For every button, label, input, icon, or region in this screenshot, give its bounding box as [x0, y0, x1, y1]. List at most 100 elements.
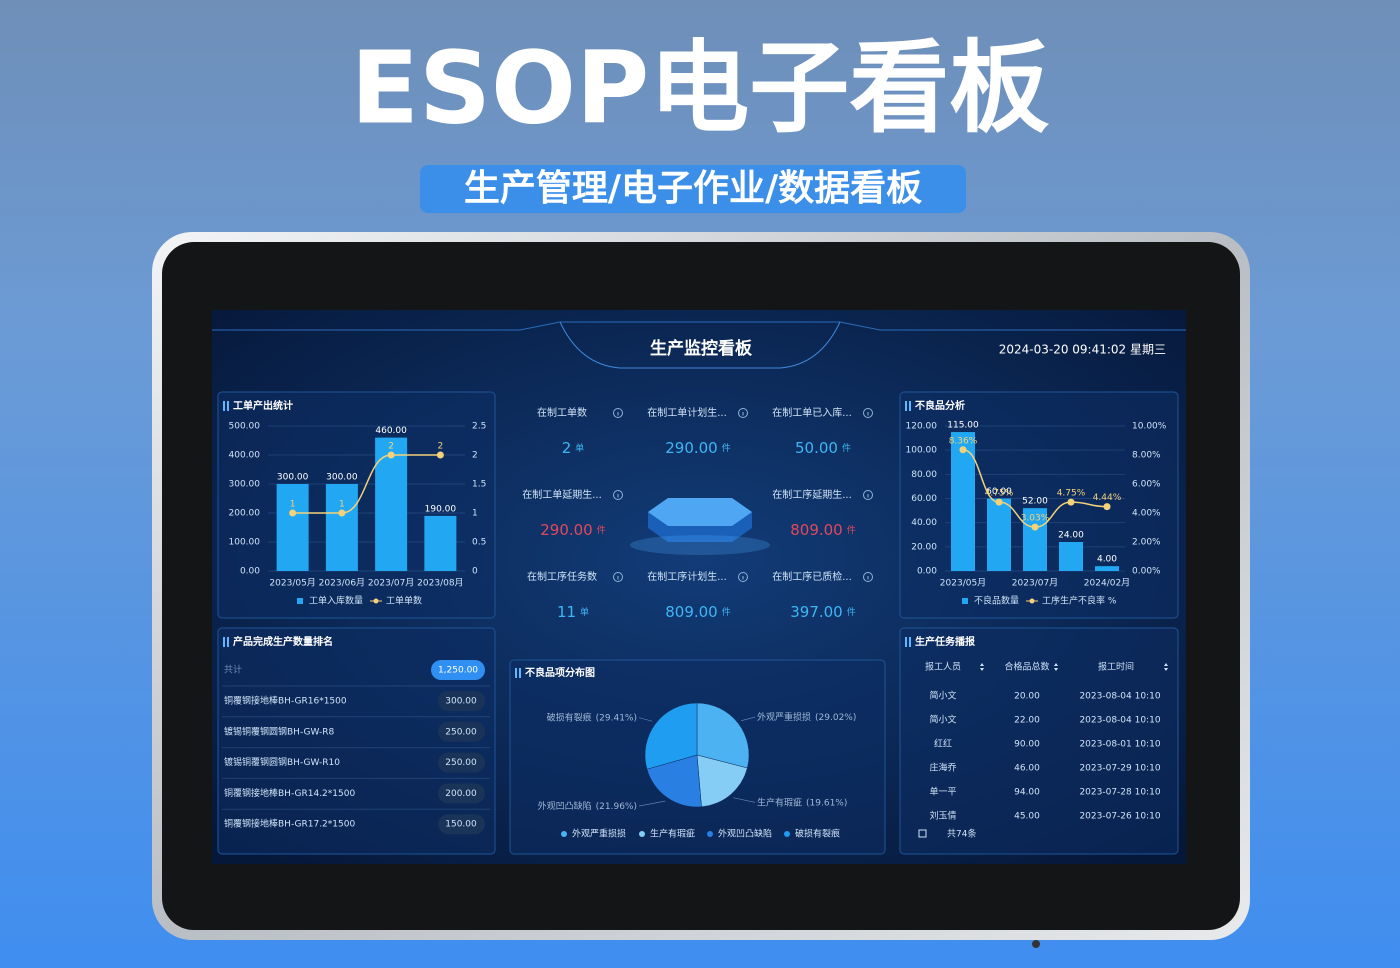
stat-number: 290.00	[540, 521, 593, 539]
pie-label-name: 外观严重损损	[757, 711, 811, 723]
panel-title: 不良品项分布图	[525, 666, 595, 679]
stat-number: 290.00	[665, 439, 718, 457]
pie-label: 外观严重损损 (29.02%)	[757, 711, 856, 723]
cell: 46.00	[1014, 764, 1040, 774]
line-label: 2	[388, 442, 394, 452]
y2-tick-label: 0.00%	[1132, 567, 1161, 577]
banner-title: ESOP电子看板	[351, 29, 1050, 146]
y2-tick-label: 1.5	[472, 480, 486, 490]
bar	[1095, 566, 1119, 571]
panel-title: 不良品分析	[915, 399, 965, 412]
bar	[276, 484, 309, 571]
cell: 2023-08-04 10:10	[1079, 692, 1160, 702]
cell: 2023-07-29 10:10	[1079, 764, 1160, 774]
title-mark	[223, 401, 225, 411]
pie-label-value: (29.02%)	[815, 713, 856, 723]
y2-tick-label: 2	[472, 451, 478, 461]
line-point	[338, 509, 346, 517]
ranking-total-badge	[431, 660, 485, 680]
legend-swatch	[297, 598, 303, 604]
pie-label-name: 破损有裂痕	[547, 711, 592, 723]
legend-swatch	[707, 831, 713, 837]
stat-value: 397.00 件	[790, 603, 856, 621]
pie-slice	[646, 754, 702, 808]
cell: 20.00	[1014, 692, 1040, 702]
title-mark	[909, 401, 911, 411]
line-point	[387, 451, 395, 459]
stat-label: 在制工单已入库...	[772, 406, 852, 419]
line-point	[289, 509, 297, 517]
y-tick-label: 100.00	[229, 538, 261, 548]
line-point	[959, 446, 967, 454]
pie-leader	[741, 716, 756, 721]
bar-label: 24.00	[1058, 531, 1084, 541]
bar-label: 52.00	[1022, 497, 1048, 507]
stat-value: 50.00 件	[795, 439, 851, 457]
stat-unit: 件	[842, 442, 851, 454]
line-label: 3.03%	[1021, 514, 1050, 524]
title-mark	[515, 668, 517, 678]
info-icon	[613, 572, 623, 582]
legend-swatch	[962, 598, 968, 604]
page-icon	[918, 829, 927, 838]
panel-title: 产品完成生产数量排名	[233, 635, 333, 648]
ranking-name: 铜覆钢接地棒BH-GR17.2*1500	[224, 818, 355, 830]
y-tick-label: 0.00	[917, 567, 937, 577]
legend-label: 外观凹凸缺陷	[718, 828, 772, 840]
stat-number: 2	[562, 439, 572, 457]
legend-label: 生产有瑕疵	[650, 828, 695, 840]
stat-value: 809.00 件	[665, 603, 731, 621]
stat-unit: 件	[722, 442, 731, 454]
x-tick-label: 2023/05月	[940, 578, 986, 589]
stat-label: 在制工序任务数	[527, 570, 597, 583]
legend-swatch	[784, 831, 790, 837]
pie-label: 破损有裂痕 (29.41%)	[547, 711, 637, 723]
cell: 2023-08-01 10:10	[1079, 740, 1160, 750]
title-mark	[227, 637, 229, 647]
stat-number: 11	[557, 603, 576, 621]
legend-label: 外观严重损损	[572, 828, 626, 840]
title-mark	[223, 637, 225, 647]
line-label: 4.75%	[1057, 489, 1086, 499]
stat-label: 在制工序计划生...	[647, 570, 727, 583]
ranking-total-value: 1,250.00	[438, 666, 478, 676]
pie-slice	[644, 702, 698, 770]
line-point	[1103, 503, 1111, 511]
y-tick-label: 500.00	[229, 422, 261, 432]
column-header: 合格品总数	[1004, 661, 1049, 673]
header-shape	[559, 321, 841, 369]
stat-label: 在制工单计划生...	[647, 406, 727, 419]
line-label: 4.44%	[1093, 493, 1122, 503]
pie-label-value: (19.61%)	[806, 798, 847, 808]
pie-label: 外观凹凸缺陷 (21.96%)	[538, 800, 637, 812]
column-header: 报工时间	[1098, 661, 1134, 673]
cell: 庄海乔	[929, 762, 956, 774]
ranking-value: 150.00	[445, 820, 477, 830]
pie-label-value: (21.96%)	[596, 802, 637, 812]
x-tick-label: 2024/02月	[1084, 578, 1130, 589]
y2-tick-label: 0.5	[472, 538, 486, 548]
line-label: 8.36%	[949, 436, 978, 446]
legend-swatch	[373, 598, 379, 604]
line-label: 2	[438, 442, 444, 452]
y-tick-label: 300.00	[229, 480, 261, 490]
ranking-name: 铜覆钢接地棒BH-GR16*1500	[224, 695, 347, 707]
cell: 刘玉倩	[929, 810, 956, 822]
ranking-value: 200.00	[445, 789, 477, 799]
y-tick-label: 100.00	[906, 446, 938, 456]
legend-swatch	[1029, 598, 1035, 604]
y-tick-label: 20.00	[911, 542, 937, 552]
ranking-badge	[438, 752, 485, 773]
legend-label: 工序生产不良率 %	[1042, 595, 1117, 607]
sort-icon	[1054, 663, 1058, 671]
cell: 2023-07-26 10:10	[1079, 812, 1160, 822]
ranking-name: 镀锡铜覆钢圆钢BH-GW-R8	[224, 725, 335, 737]
x-tick-label: 2023/07月	[1012, 578, 1058, 589]
button	[1032, 940, 1040, 948]
stat-unit: 单	[575, 442, 584, 454]
title-mark	[909, 637, 911, 647]
cell: 2023-08-04 10:10	[1079, 716, 1160, 726]
title-mark	[227, 401, 229, 411]
cell: 90.00	[1014, 740, 1040, 750]
